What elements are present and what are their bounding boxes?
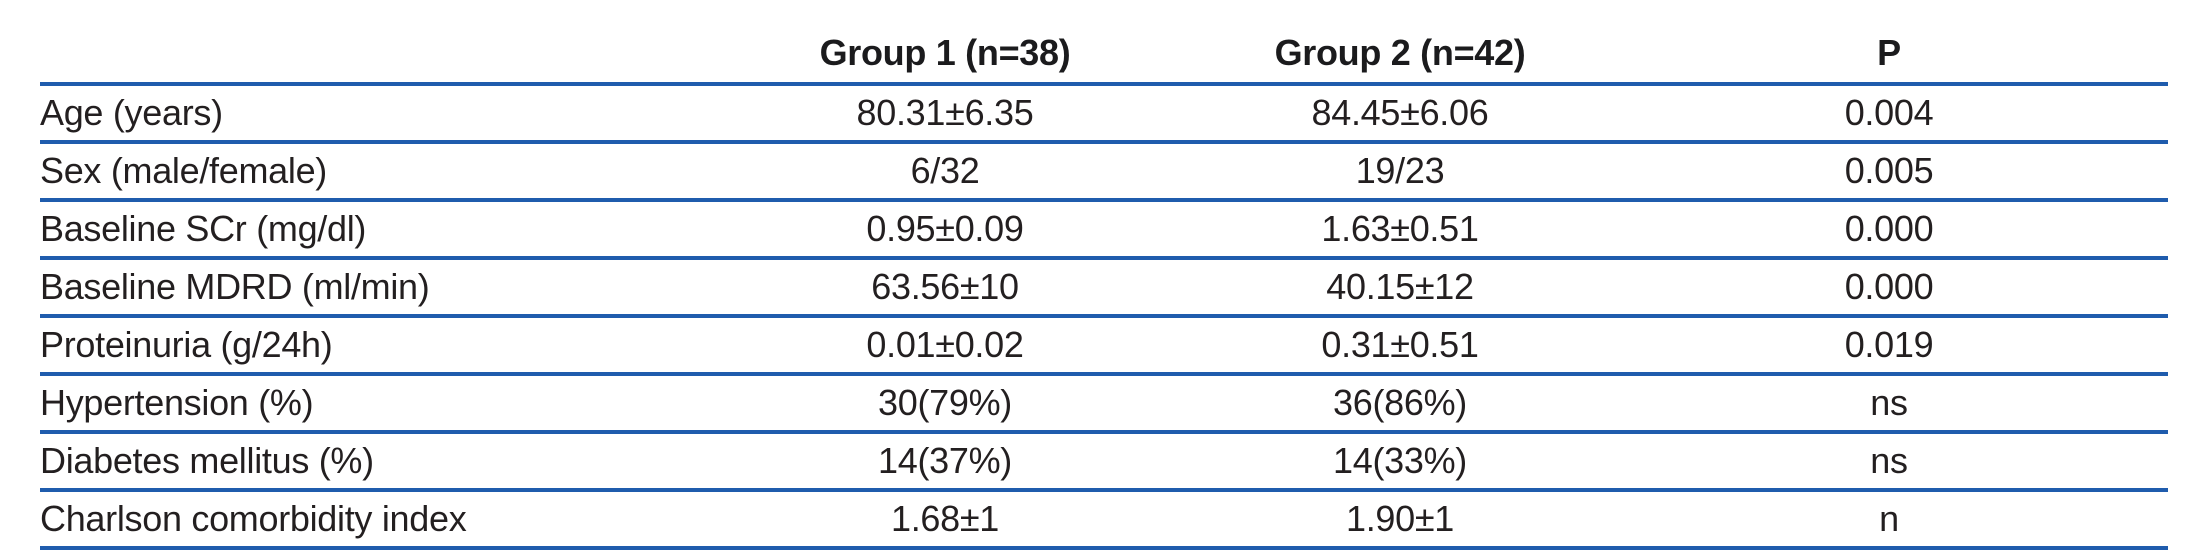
table-row-charlson: Charlson comorbidity index 1.68±1 1.90±1… xyxy=(40,490,2168,550)
table-row-baseline-mdrd: Baseline MDRD (ml/min) 63.56±10 40.15±12… xyxy=(40,258,2168,318)
row-label: Baseline MDRD (ml/min) xyxy=(40,258,700,318)
header-parameter xyxy=(40,0,700,86)
group2-value: 84.45±6.06 xyxy=(1190,84,1610,144)
header-group1: Group 1 (n=38) xyxy=(700,0,1190,86)
row-label: Proteinuria (g/24h) xyxy=(40,316,700,376)
group1-value: 0.95±0.09 xyxy=(700,200,1190,260)
group1-value: 14(37%) xyxy=(700,432,1190,492)
row-label: Hypertension (%) xyxy=(40,374,700,434)
row-label: Baseline SCr (mg/dl) xyxy=(40,200,700,260)
group1-value: 0.01±0.02 xyxy=(700,316,1190,376)
group2-value: 1.90±1 xyxy=(1190,490,1610,550)
group2-value: 19/23 xyxy=(1190,142,1610,202)
group2-value: 36(86%) xyxy=(1190,374,1610,434)
table-row-diabetes: Diabetes mellitus (%) 14(37%) 14(33%) ns xyxy=(40,432,2168,492)
row-label: Sex (male/female) xyxy=(40,142,700,202)
table-header: Group 1 (n=38) Group 2 (n=42) P xyxy=(40,0,2168,86)
p-value: 0.004 xyxy=(1610,84,2168,144)
table-row-baseline-scr: Baseline SCr (mg/dl) 0.95±0.09 1.63±0.51… xyxy=(40,200,2168,260)
group2-value: 14(33%) xyxy=(1190,432,1610,492)
p-value: 0.005 xyxy=(1610,142,2168,202)
table-body: Age (years) 80.31±6.35 84.45±6.06 0.004 … xyxy=(40,84,2168,550)
baseline-characteristics-table: Group 1 (n=38) Group 2 (n=42) P Age (yea… xyxy=(40,0,2168,550)
p-value: 0.000 xyxy=(1610,200,2168,260)
p-value: 0.000 xyxy=(1610,258,2168,318)
table-row-age: Age (years) 80.31±6.35 84.45±6.06 0.004 xyxy=(40,84,2168,144)
p-value: ns xyxy=(1610,432,2168,492)
p-value: 0.019 xyxy=(1610,316,2168,376)
table-row-sex: Sex (male/female) 6/32 19/23 0.005 xyxy=(40,142,2168,202)
group1-value: 30(79%) xyxy=(700,374,1190,434)
header-p-value: P xyxy=(1610,0,2168,86)
p-value: n xyxy=(1610,490,2168,550)
group2-value: 0.31±0.51 xyxy=(1190,316,1610,376)
row-label: Diabetes mellitus (%) xyxy=(40,432,700,492)
group2-value: 1.63±0.51 xyxy=(1190,200,1610,260)
p-value: ns xyxy=(1610,374,2168,434)
group2-value: 40.15±12 xyxy=(1190,258,1610,318)
header-row: Group 1 (n=38) Group 2 (n=42) P xyxy=(40,0,2168,86)
row-label: Charlson comorbidity index xyxy=(40,490,700,550)
group1-value: 6/32 xyxy=(700,142,1190,202)
table-row-hypertension: Hypertension (%) 30(79%) 36(86%) ns xyxy=(40,374,2168,434)
table-row-proteinuria: Proteinuria (g/24h) 0.01±0.02 0.31±0.51 … xyxy=(40,316,2168,376)
header-group2: Group 2 (n=42) xyxy=(1190,0,1610,86)
group1-value: 63.56±10 xyxy=(700,258,1190,318)
row-label: Age (years) xyxy=(40,84,700,144)
group1-value: 1.68±1 xyxy=(700,490,1190,550)
group1-value: 80.31±6.35 xyxy=(700,84,1190,144)
